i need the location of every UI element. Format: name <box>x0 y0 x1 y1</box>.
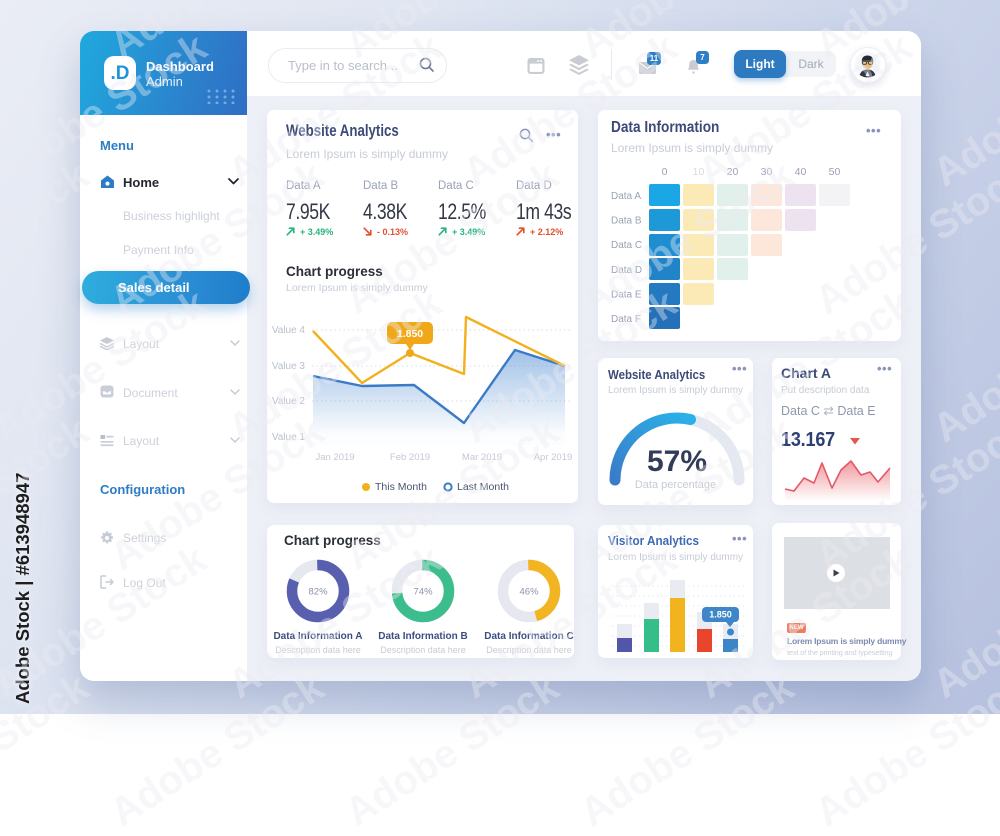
svg-text:57%: 57% <box>647 445 707 478</box>
svg-text:Data B: Data B <box>611 216 642 227</box>
svg-text:Jan 2019: Jan 2019 <box>315 452 354 463</box>
svg-text:Data C: Data C <box>611 240 642 251</box>
svg-text:Value 3: Value 3 <box>272 361 306 372</box>
svg-text:Data E: Data E <box>611 289 642 300</box>
svg-text:Value 1: Value 1 <box>272 432 306 443</box>
svg-text:Value 2: Value 2 <box>272 396 306 407</box>
svg-text:Apr 2019: Apr 2019 <box>534 452 573 463</box>
svg-text:74%: 74% <box>413 587 433 598</box>
svg-text:Data D: Data D <box>611 265 642 276</box>
svg-text:20: 20 <box>727 166 739 178</box>
svg-text:Mar 2019: Mar 2019 <box>462 452 502 463</box>
svg-text:This Month: This Month <box>375 481 427 493</box>
svg-text:0: 0 <box>662 166 668 178</box>
svg-text:10: 10 <box>693 166 705 178</box>
svg-text:82%: 82% <box>308 587 328 598</box>
svg-text:Value 4: Value 4 <box>272 325 306 336</box>
svg-text:Last Month: Last Month <box>457 481 509 493</box>
svg-text:46%: 46% <box>519 587 539 598</box>
svg-text:30: 30 <box>761 166 773 178</box>
svg-text:1.850: 1.850 <box>397 328 423 340</box>
svg-text:1.850: 1.850 <box>709 610 732 620</box>
svg-text:40: 40 <box>795 166 807 178</box>
svg-text:Data A: Data A <box>611 191 641 202</box>
svg-text:Feb 2019: Feb 2019 <box>390 452 430 463</box>
svg-text:50: 50 <box>829 166 841 178</box>
svg-text:Data F: Data F <box>611 314 641 325</box>
